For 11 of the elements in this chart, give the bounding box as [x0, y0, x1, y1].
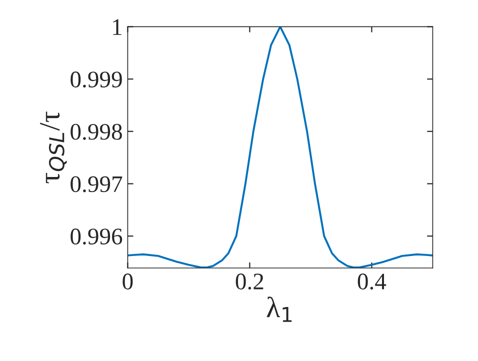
- y-tick-label: 0.997: [70, 176, 122, 192]
- y-tick-label: 0.998: [70, 124, 122, 140]
- y-axis-title: τ$_{QSL}$/τ: [40, 112, 67, 184]
- x-tick-label: 0: [122, 274, 133, 290]
- line-series: [128, 26, 433, 268]
- x-axis-title: λ$_{1}$: [266, 296, 292, 322]
- y-tick-label: 0.999: [70, 72, 122, 88]
- y-tick-label: 0.996: [70, 228, 122, 245]
- x-tick-label: 0.2: [236, 274, 264, 290]
- y-tick-label: 1: [113, 19, 122, 35]
- x-tick-label: 0.4: [358, 274, 386, 290]
